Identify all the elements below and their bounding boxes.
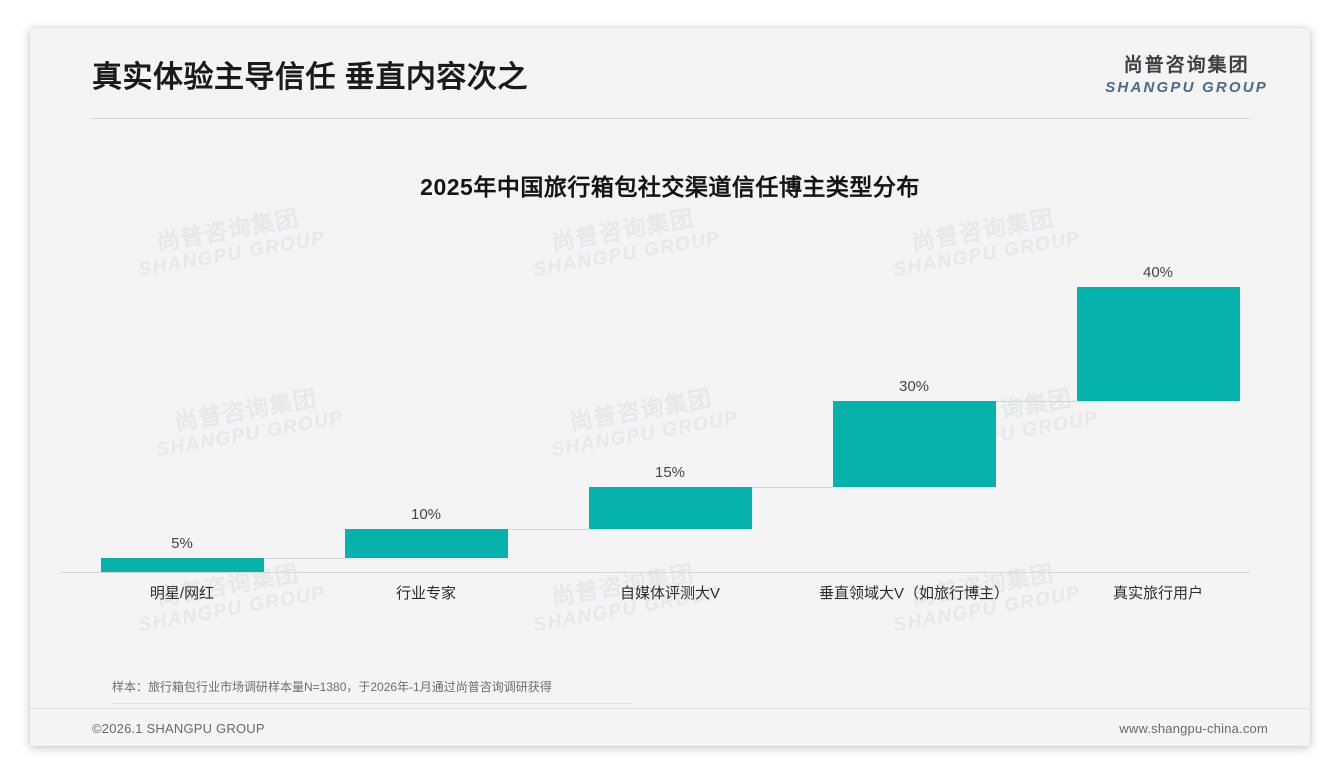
category-axis-line <box>60 572 1250 573</box>
website-link[interactable]: www.shangpu-china.com <box>1119 721 1268 736</box>
bar-5[interactable] <box>1076 287 1240 401</box>
waterfall-connector <box>751 486 833 488</box>
category-label-5: 真实旅行用户 <box>1112 585 1203 602</box>
bar-4[interactable] <box>832 401 996 487</box>
slide-canvas: 尚普咨询集团 SHANGPU GROUP 尚普咨询集团 SHANGPU GROUP 尚普… <box>30 28 1310 746</box>
slide-footer: ©2026.1 SHANGPU GROUP www.shangpu-china.… <box>30 708 1310 746</box>
logo-english-text: SHANGPU GROUP <box>1105 79 1268 96</box>
brand-logo: 尚普咨询集团 SHANGPU GROUP <box>1105 56 1268 95</box>
bar-value-label-5: 40% <box>1142 264 1174 281</box>
category-label-4: 垂直领域大V（如旅行博主） <box>818 585 1009 602</box>
copyright-text: ©2026.1 SHANGPU GROUP <box>92 721 265 736</box>
waterfall-connector <box>263 557 345 559</box>
waterfall-chart: 5% 10% 15% 30% 40% <box>60 208 1280 583</box>
slide-header: 真实体验主导信任 垂直内容次之 尚普咨询集团 SHANGPU GROUP <box>30 28 1310 118</box>
category-label-1: 明星/网红 <box>149 585 215 602</box>
header-divider <box>90 118 1250 119</box>
sample-note: 样本：旅行箱包行业市场调研样本量N=1380，于2026年-1月通过尚普咨询调研… <box>112 678 632 704</box>
bar-2[interactable] <box>344 529 508 558</box>
chart-title: 2025年中国旅行箱包社交渠道信任博主类型分布 <box>420 174 920 200</box>
bar-1[interactable] <box>100 557 264 572</box>
page-title: 真实体验主导信任 垂直内容次之 <box>92 61 528 94</box>
bar-3[interactable] <box>588 486 752 530</box>
category-label-3: 自媒体评测大V <box>619 585 720 602</box>
category-label-2: 行业专家 <box>395 585 456 602</box>
waterfall-connector <box>507 529 589 531</box>
bar-value-label-3: 15% <box>654 463 686 481</box>
waterfall-connector <box>995 401 1077 402</box>
bar-value-label-1: 5% <box>171 534 193 552</box>
bar-value-label-2: 10% <box>410 506 442 524</box>
logo-chinese-text: 尚普咨询集团 <box>1123 55 1250 76</box>
bar-value-label-4: 30% <box>898 378 930 395</box>
